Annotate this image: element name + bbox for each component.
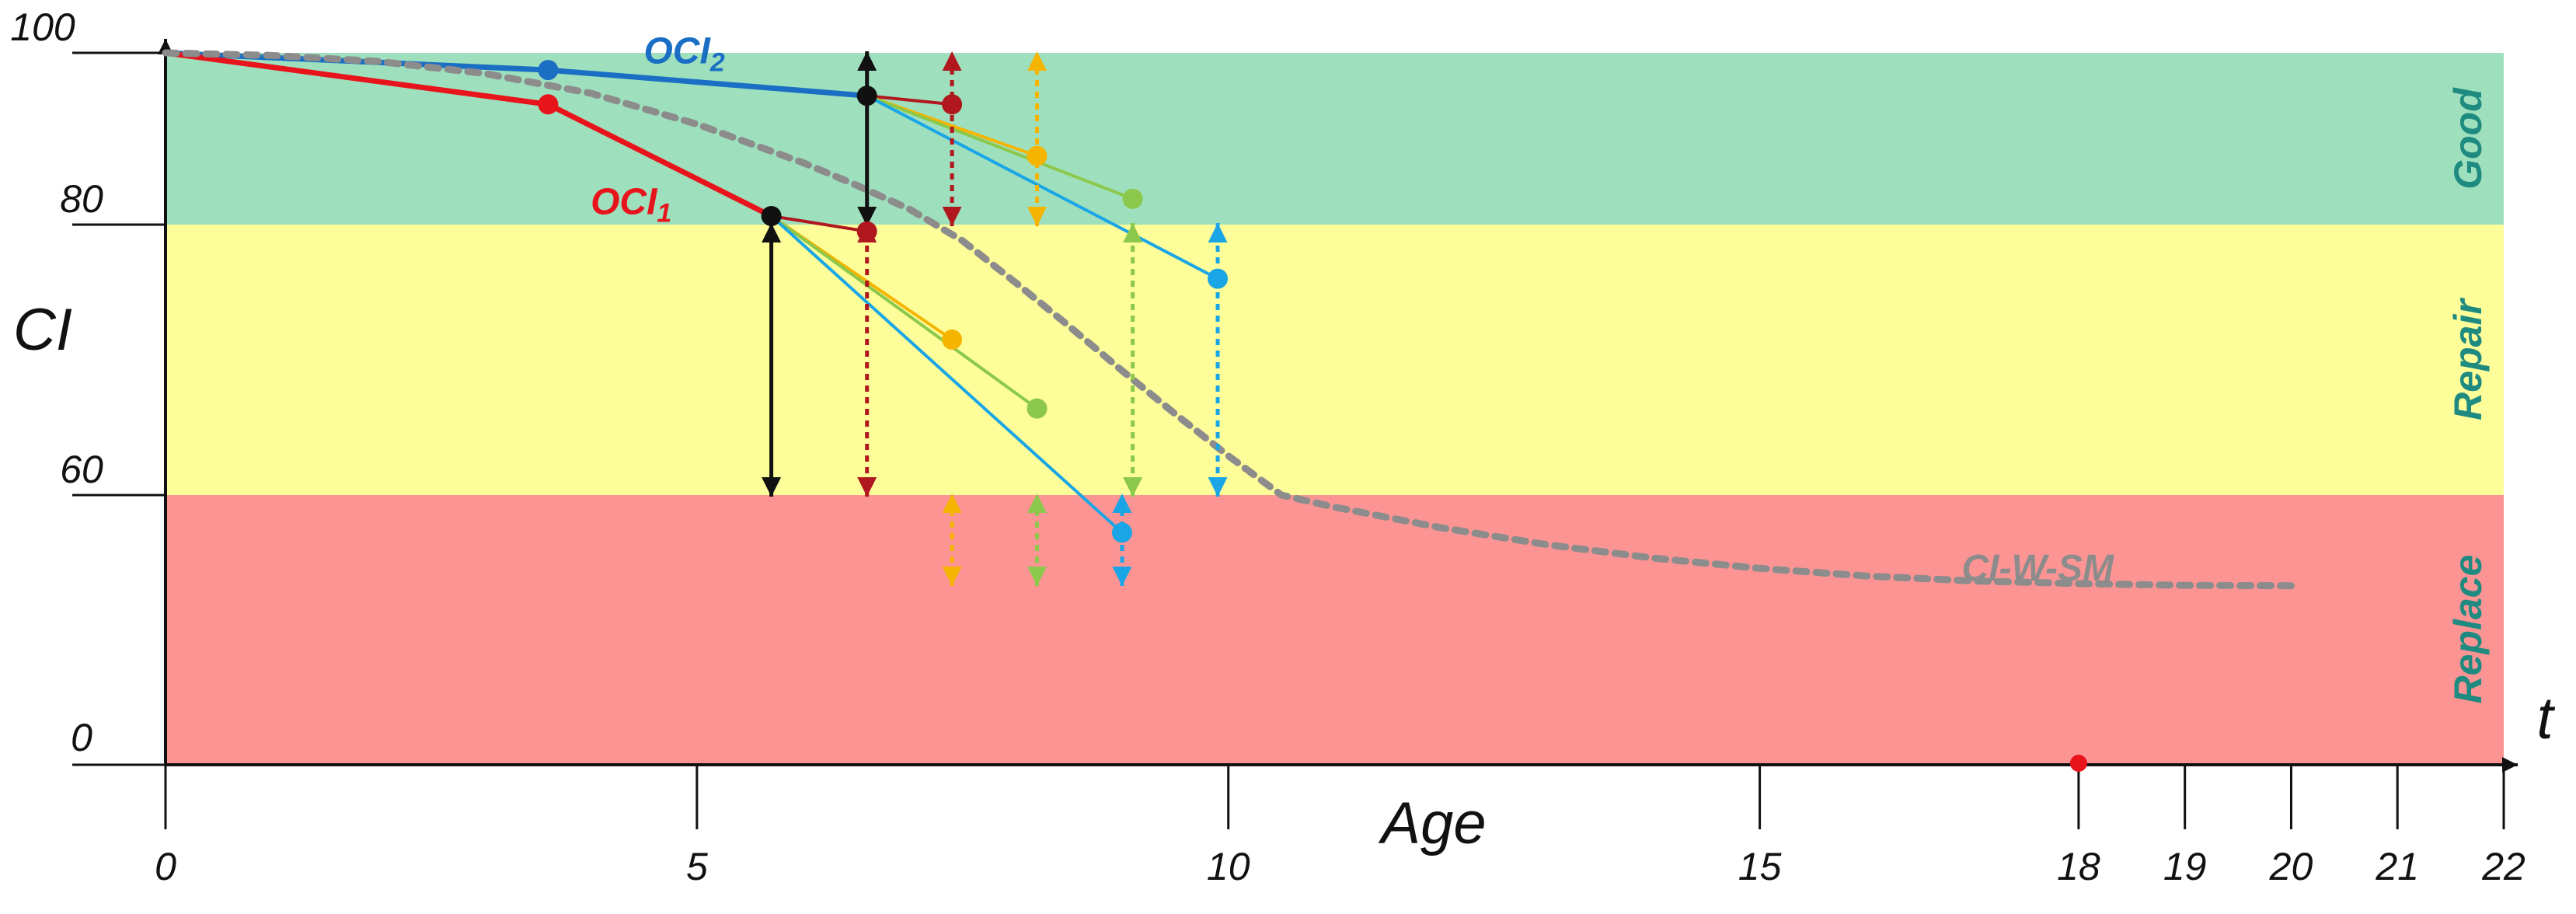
x-tick-label: 22 [2481, 845, 2525, 888]
data-point-oci2 [538, 60, 559, 81]
branch-point-black [856, 85, 877, 106]
series-label-oci1: OCI1 [591, 182, 671, 228]
x-tick-label: 18 [2057, 845, 2100, 888]
branch-point-orange [942, 329, 963, 350]
branch-line-green [770, 215, 1038, 410]
branch-point-green [1027, 398, 1047, 419]
x-tick-label: 0 [155, 845, 176, 888]
series-label-ci-w-sm: CI-W-SM [1961, 548, 2114, 589]
zone-label-replace: Replace [2446, 555, 2490, 704]
branch-point-orange [1027, 145, 1047, 166]
x-end-label: t [2536, 686, 2555, 752]
series-label-oci2: OCI2 [643, 30, 724, 77]
branch-line-green [866, 94, 1134, 201]
branch-point-darkred [856, 221, 877, 242]
y-tick-label: 60 [60, 448, 103, 491]
zone-good [166, 53, 2504, 225]
series-line-ci-w-sm [162, 49, 2295, 590]
y-tick-label: 80 [60, 177, 103, 221]
x-tick-label: 19 [2163, 845, 2207, 888]
branch-line-cyan [770, 215, 1124, 534]
labels-layer: Good Repair Replace OCI2 OCI1 CI-W-SM [591, 30, 2490, 703]
branch-point-darkred [942, 94, 963, 115]
data-point-oci1 [538, 94, 559, 115]
x-tick-label: 20 [2269, 845, 2313, 888]
zone-replace [166, 495, 2504, 763]
point-failure-age [2069, 755, 2087, 772]
grid-layer [72, 51, 166, 497]
branch-line-darkred [866, 94, 953, 106]
branch-point-black [761, 205, 782, 226]
x-tick-label: 21 [2375, 845, 2419, 888]
zones-layer [166, 53, 2504, 763]
branch-line-darkred [771, 214, 868, 233]
series-label-subscript: 2 [709, 47, 725, 77]
x-axis-title: Age [1378, 790, 1486, 856]
x-tick-label: 10 [1207, 845, 1250, 888]
y-axis-title: CI [13, 297, 72, 363]
x-tick-label: 15 [1738, 845, 1782, 888]
zone-repair [166, 225, 2504, 495]
branch-point-green [1122, 188, 1143, 209]
arrows-layer [762, 51, 1228, 586]
series-label-subscript: 1 [657, 199, 671, 228]
zone-label-repair: Repair [2446, 298, 2490, 420]
branch-point-cyan [1111, 522, 1132, 543]
y-tick-label: 100 [10, 5, 75, 49]
points-layer [538, 60, 2087, 772]
branch-point-cyan [1208, 268, 1229, 289]
x-tick-label: 5 [686, 845, 708, 888]
zone-label-good: Good [2446, 87, 2490, 190]
y-tick-label: 0 [71, 716, 92, 759]
